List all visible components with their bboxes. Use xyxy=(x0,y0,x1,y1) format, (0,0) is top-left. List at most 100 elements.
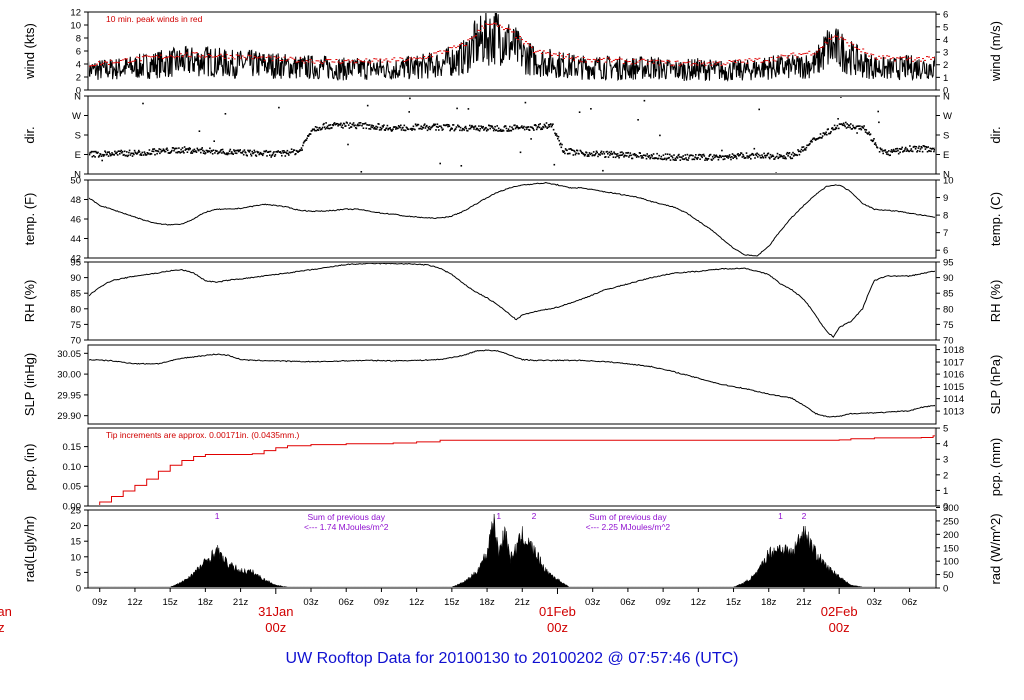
peak-mark xyxy=(778,56,781,58)
y-tick-label: 44 xyxy=(70,234,81,245)
y-tick-label: 4 xyxy=(76,60,81,71)
dir-mark xyxy=(776,152,779,155)
dir-mark xyxy=(177,151,179,153)
peak-mark xyxy=(317,60,320,62)
dir-mark xyxy=(407,128,410,131)
peak-mark xyxy=(113,62,116,64)
peak-mark xyxy=(766,60,769,62)
peak-mark xyxy=(335,59,338,60)
dir-mark xyxy=(422,127,425,129)
dir-mark xyxy=(555,133,558,135)
y-right-tick-label: 70 xyxy=(943,336,954,347)
dir-mark xyxy=(515,126,518,129)
dir-mark xyxy=(888,150,890,152)
peak-mark xyxy=(459,44,462,45)
y-right-tick-label: 5 xyxy=(943,22,948,33)
dir-mark xyxy=(497,130,499,132)
dir-mark xyxy=(325,122,327,124)
peak-mark xyxy=(115,61,118,63)
dir-mark xyxy=(89,153,91,156)
peak-mark xyxy=(309,59,312,61)
dir-mark xyxy=(526,128,528,130)
dir-mark xyxy=(481,126,483,128)
dir-mark xyxy=(471,124,473,127)
peak-mark xyxy=(231,56,234,58)
day-sub-label: 00z xyxy=(0,620,5,635)
dir-mark xyxy=(361,123,364,125)
dir-mark xyxy=(780,154,782,157)
dir-mark xyxy=(490,125,492,127)
dir-mark xyxy=(896,147,898,150)
dir-mark xyxy=(206,149,208,152)
dir-mark xyxy=(838,127,840,130)
dir-mark xyxy=(904,148,906,150)
peak-mark xyxy=(914,59,917,61)
dir-mark xyxy=(584,153,587,156)
peak-mark xyxy=(385,58,388,60)
peak-mark xyxy=(538,49,541,51)
peak-mark xyxy=(417,57,420,59)
dir-mark xyxy=(512,128,515,131)
y-tick-label: E xyxy=(75,150,81,161)
y-tick-label: 29.90 xyxy=(57,411,81,422)
peak-mark xyxy=(209,55,212,57)
dir-mark xyxy=(734,154,737,157)
dir-mark xyxy=(558,139,560,142)
dir-mark xyxy=(235,152,238,155)
dir-mark xyxy=(552,128,555,131)
dir-mark xyxy=(668,156,670,159)
dir-mark xyxy=(752,153,754,155)
dir-mark xyxy=(326,127,328,129)
peak-mark xyxy=(221,55,224,57)
dir-mark xyxy=(279,151,282,153)
dir-mark xyxy=(502,130,505,132)
dir-mark xyxy=(782,157,784,159)
dir-mark xyxy=(649,157,651,160)
dir-mark xyxy=(474,125,477,127)
dir-mark xyxy=(113,154,115,156)
dir-mark xyxy=(331,127,333,129)
day-label: 31Jan xyxy=(258,604,293,619)
dir-mark xyxy=(923,145,926,148)
dir-mark xyxy=(142,102,144,105)
dir-mark xyxy=(700,155,703,157)
y-tick-label: S xyxy=(75,131,81,142)
dir-mark xyxy=(704,159,706,161)
dir-mark xyxy=(535,128,538,131)
dir-mark xyxy=(839,123,841,125)
y-axis-label: RH (%) xyxy=(22,280,37,323)
dir-mark xyxy=(261,154,264,157)
peak-mark xyxy=(870,53,873,55)
peak-mark xyxy=(311,61,314,63)
peak-mark xyxy=(756,58,759,60)
peak-mark xyxy=(100,64,102,66)
peak-mark xyxy=(878,55,881,57)
dir-mark xyxy=(718,156,720,159)
dir-mark xyxy=(827,128,829,130)
peak-mark xyxy=(934,57,935,59)
dir-mark xyxy=(877,110,879,113)
peak-mark xyxy=(768,61,771,63)
dir-mark xyxy=(406,127,408,129)
peak-mark xyxy=(562,58,565,59)
series-rad xyxy=(89,513,935,587)
peak-mark xyxy=(694,63,697,65)
dir-mark xyxy=(342,127,344,129)
dir-mark xyxy=(905,150,908,152)
dir-mark xyxy=(290,151,292,154)
dir-mark xyxy=(176,151,179,154)
dir-mark xyxy=(453,129,456,132)
dir-mark xyxy=(166,147,168,150)
dir-mark xyxy=(209,147,211,150)
dir-mark xyxy=(112,153,115,156)
peak-mark xyxy=(688,61,691,63)
peak-mark xyxy=(159,54,162,56)
dir-mark xyxy=(776,155,778,158)
dir-mark xyxy=(324,128,327,130)
peak-mark xyxy=(848,45,851,47)
peak-mark xyxy=(193,52,196,54)
peak-mark xyxy=(487,23,490,25)
peak-mark xyxy=(211,56,214,58)
dir-mark xyxy=(343,123,346,125)
